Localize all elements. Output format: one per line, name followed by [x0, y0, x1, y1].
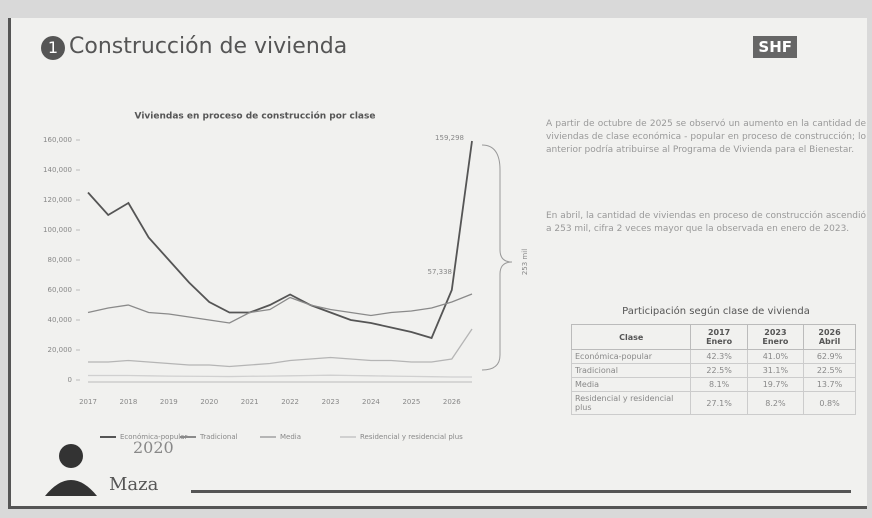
y-tick-label: 160,000	[43, 136, 72, 144]
x-tick-label: 2022	[281, 398, 299, 406]
x-tick-label: 2023	[322, 398, 340, 406]
legend-label: Residencial y residencial plus	[360, 433, 463, 441]
y-tick-label: 0	[68, 376, 72, 384]
x-tick-label: 2017	[79, 398, 97, 406]
chart-title: Viviendas en proceso de construcción por…	[135, 111, 376, 122]
x-tick-label: 2020	[200, 398, 218, 406]
y-tick-label: 140,000	[43, 166, 72, 174]
y-tick-label: 120,000	[43, 196, 72, 204]
series-line	[88, 141, 472, 338]
x-tick-label: 2021	[241, 398, 259, 406]
x-tick-label: 2018	[120, 398, 138, 406]
annotation: 253 mil	[521, 249, 529, 275]
y-tick-label: 60,000	[48, 286, 73, 294]
page: {"header": {"number": "1", "title": "Con…	[0, 0, 872, 518]
annotation: 159,298	[435, 134, 464, 142]
y-tick-label: 40,000	[48, 316, 73, 324]
x-tick-label: 2019	[160, 398, 178, 406]
series-line	[88, 329, 472, 367]
series-line	[88, 375, 472, 377]
x-tick-label: 2024	[362, 398, 380, 406]
y-tick-label: 20,000	[48, 346, 73, 354]
series-line	[88, 294, 472, 323]
y-tick-label: 100,000	[43, 226, 72, 234]
y-tick-label: 80,000	[48, 256, 73, 264]
legend-label: Media	[280, 433, 301, 441]
annotation: 57,338	[428, 268, 453, 276]
x-tick-label: 2026	[443, 398, 461, 406]
legend-label: Económica-popular	[120, 433, 188, 441]
x-tick-label: 2025	[402, 398, 420, 406]
chart: Viviendas en proceso de construcción por…	[0, 0, 872, 518]
legend-label: Tradicional	[199, 433, 238, 441]
brace	[482, 145, 512, 370]
